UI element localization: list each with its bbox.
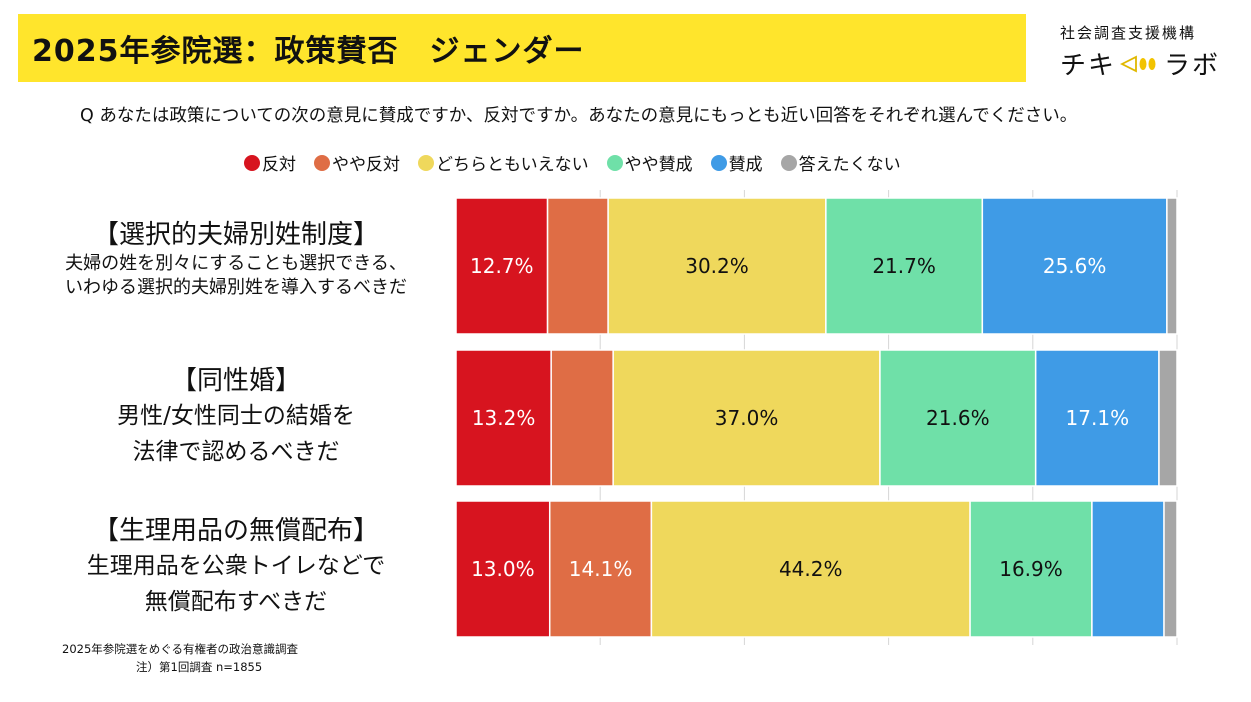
- data-label: 12.7%: [470, 254, 534, 278]
- row-description: いわゆる選択的夫婦別姓を導入するべきだ: [65, 277, 407, 298]
- bar-segment: [612, 349, 881, 487]
- bar-segment: [455, 500, 551, 638]
- legend-label: やや反対: [332, 155, 400, 175]
- row-title: 【生理用品の無償配布】: [92, 516, 379, 546]
- legend-item: やや反対: [314, 150, 400, 175]
- legend-label: やや賛成: [624, 155, 693, 175]
- row-label-3: 【生理用品の無償配布】 生理用品を公衆トイレなどで 無償配布すべきだ: [22, 514, 450, 620]
- bar-segment: [1163, 500, 1178, 638]
- legend-swatch: [606, 154, 623, 171]
- bar-segment: [1034, 349, 1160, 487]
- data-label: 25.6%: [1043, 254, 1107, 278]
- bar-segment: [879, 349, 1037, 487]
- legend-item: 賛成: [710, 150, 763, 175]
- bar-segment: [455, 349, 552, 487]
- legend-item: やや賛成: [606, 150, 693, 175]
- bar-segment: [548, 500, 653, 638]
- bar-segment: [825, 197, 984, 335]
- org-brand: チキ ラボ: [1060, 45, 1220, 82]
- bar-segment: [607, 197, 827, 335]
- legend-swatch: [244, 154, 260, 171]
- legend-swatch: [418, 154, 434, 171]
- bar-segment: [550, 349, 614, 487]
- data-label: 16.9%: [999, 557, 1063, 581]
- legend-item: 答えたくない: [780, 150, 901, 175]
- row-description: 夫婦の姓を別々にすることも選択できる、: [65, 253, 407, 274]
- bar-segment: [1091, 500, 1165, 638]
- legend-item: どちらともいえない: [418, 150, 589, 175]
- bar-segment: [1166, 197, 1178, 335]
- row-description: 男性/女性同士の結婚を: [117, 403, 355, 429]
- data-label: 21.7%: [872, 254, 936, 278]
- page-title: 2025年参院選：政策賛否 ジェンダー: [32, 34, 585, 69]
- question-text: Q あなたは政策についての次の意見に賛成ですか、反対ですか。あなたの意見にもっと…: [80, 106, 1078, 126]
- data-label: 13.2%: [472, 406, 536, 430]
- bar-segment: [981, 197, 1168, 335]
- bar-segment: [546, 197, 609, 335]
- bar-segment: [1158, 349, 1178, 487]
- legend-label: どちらともいえない: [436, 155, 589, 175]
- legend-label: 反対: [262, 155, 296, 175]
- data-label: 30.2%: [685, 254, 749, 278]
- megaphone-icon: [1120, 55, 1156, 72]
- legend-label: 答えたくない: [798, 155, 901, 175]
- legend-swatch: [710, 154, 727, 171]
- row-title: 【選択的夫婦別姓制度】: [92, 220, 379, 250]
- legend-label: 賛成: [728, 155, 763, 175]
- legend-swatch: [780, 154, 797, 171]
- footnote-source: 2025年参院選をめぐる有権者の政治意識調査: [62, 642, 299, 656]
- data-label: 14.1%: [569, 557, 633, 581]
- bar-segment: [650, 500, 971, 638]
- row-description: 生理用品を公衆トイレなどで: [86, 553, 386, 579]
- org-brand-right: ラボ: [1163, 51, 1220, 81]
- footnote: 2025年参院選をめぐる有権者の政治意識調査 注）第1回調査 n=1855: [62, 640, 298, 676]
- row-title: 【同性婚】: [170, 366, 301, 396]
- data-label: 21.6%: [926, 406, 990, 430]
- org-logo: 社会調査支援機構 チキ ラボ: [1060, 22, 1220, 82]
- legend-swatch: [314, 154, 330, 171]
- footnote-sample: 注）第1回調査 n=1855: [136, 660, 263, 674]
- row-description: 無償配布すべきだ: [144, 589, 328, 615]
- legend-item: 反対: [244, 150, 296, 175]
- row-label-1: 【選択的夫婦別姓制度】 夫婦の姓を別々にすることも選択できる、 いわゆる選択的夫…: [22, 218, 450, 300]
- org-name: 社会調査支援機構: [1060, 24, 1197, 42]
- row-label-2: 【同性婚】 男性/女性同士の結婚を 法律で認めるべきだ: [22, 364, 450, 470]
- data-label: 17.1%: [1066, 406, 1130, 430]
- data-label: 37.0%: [715, 406, 779, 430]
- org-brand-left: チキ: [1060, 51, 1117, 81]
- data-label: 13.0%: [471, 557, 535, 581]
- title-bar: 2025年参院選：政策賛否 ジェンダー: [18, 14, 1026, 82]
- bar-segment: [455, 197, 549, 335]
- legend: 反対 やや反対 どちらともいえない やや賛成 賛成 答えたくない: [244, 150, 901, 175]
- row-description: 法律で認めるべきだ: [132, 439, 340, 465]
- data-label: 44.2%: [779, 557, 843, 581]
